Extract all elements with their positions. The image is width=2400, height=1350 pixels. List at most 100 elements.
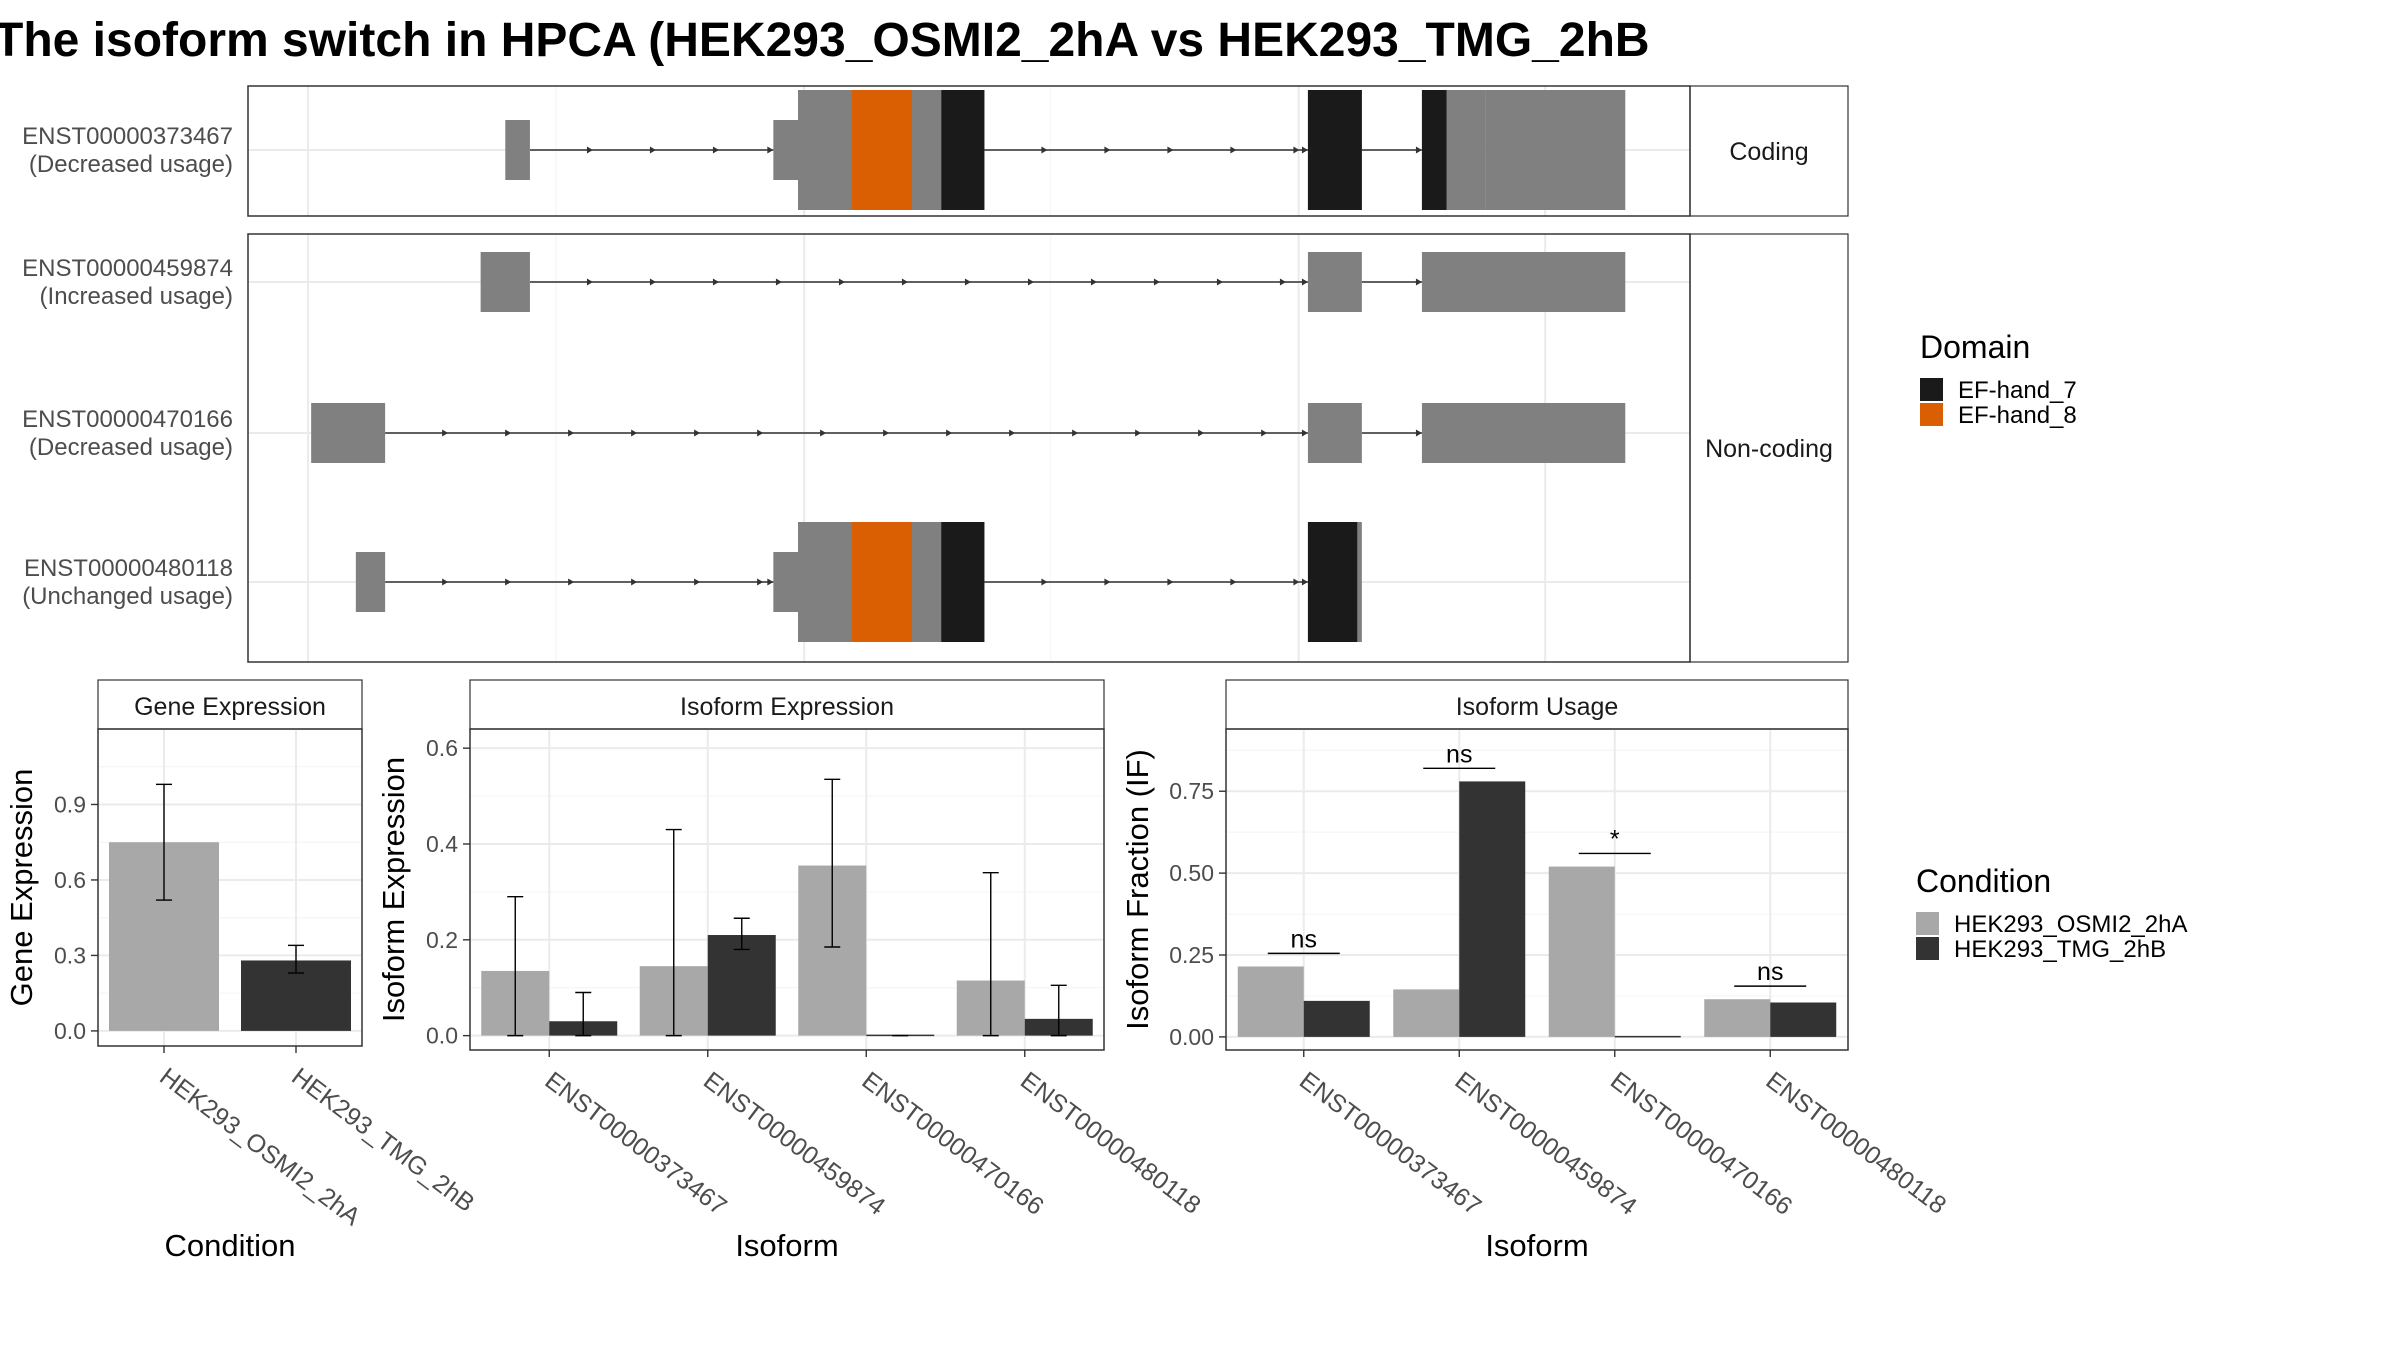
exon-block <box>480 252 530 312</box>
significance-label: ns <box>1446 740 1472 768</box>
chart-strip-title: Isoform Usage <box>1456 693 1619 721</box>
bar-charts: Gene Expression0.00.30.60.9HEK293_OSMI2_… <box>4 679 1951 1263</box>
intron-arrow <box>775 278 782 286</box>
intron-arrow <box>1009 429 1016 437</box>
intron-arrow <box>649 278 656 286</box>
intron-arrow <box>1415 278 1422 286</box>
chart-strip-title: Gene Expression <box>134 693 326 721</box>
transcript-usage-label: (Decreased usage) <box>29 434 233 461</box>
intron-arrow <box>757 578 764 586</box>
bar-cond-a <box>1704 999 1771 1037</box>
transcript-id-label: ENST00000459874 <box>22 255 233 282</box>
panel-border <box>247 85 1691 217</box>
figure-title: The isoform switch in HPCA (HEK293_OSMI2… <box>0 14 1650 67</box>
intron-arrow <box>901 278 908 286</box>
legend-domain-swatch <box>1920 378 1943 401</box>
intron-arrow <box>1153 278 1160 286</box>
intron-arrow <box>767 578 774 586</box>
significance-label: * <box>1610 825 1620 853</box>
exon-block <box>505 120 530 180</box>
intron-arrow <box>1167 146 1174 154</box>
chart-panel-border <box>97 728 363 1047</box>
intron-arrow <box>1216 278 1223 286</box>
intron-arrow <box>586 278 593 286</box>
strip-label-noncoding: Non-coding <box>1705 435 1833 463</box>
exon-block <box>1446 90 1486 210</box>
bar-cond-b <box>707 935 776 1036</box>
transcript-structure-panel: CodingNon-codingENST00000373467(Decrease… <box>22 85 1849 663</box>
y-tick-label: 0.4 <box>426 831 458 857</box>
legend-condition-title: Condition <box>1916 863 2051 899</box>
intron-arrow <box>1261 429 1268 437</box>
intron-arrow <box>1230 146 1237 154</box>
y-axis-title: Gene Expression <box>4 769 39 1007</box>
legend-domain-swatch <box>1920 403 1943 426</box>
intron-arrow <box>757 429 764 437</box>
intron-arrow <box>1041 146 1048 154</box>
chart-strip-box <box>469 679 1105 730</box>
intron-arrow <box>505 578 512 586</box>
bar-cond-b <box>1303 1000 1370 1037</box>
intron-arrow <box>442 578 449 586</box>
legend-condition-label: HEK293_TMG_2hB <box>1954 936 2166 963</box>
bar-cond-a <box>1393 989 1460 1037</box>
y-tick-label: 0.6 <box>54 867 86 893</box>
significance-label: ns <box>1291 925 1317 953</box>
intron-arrow <box>1104 578 1111 586</box>
domain-block-ef_hand_8 <box>851 90 912 210</box>
exon-block <box>1307 403 1362 463</box>
intron-arrow <box>631 429 638 437</box>
strip-box <box>1689 85 1849 217</box>
utr-block <box>773 120 798 180</box>
y-tick-label: 0.0 <box>54 1018 86 1044</box>
intron-arrow <box>1293 578 1300 586</box>
y-axis-title: Isoform Fraction (IF) <box>1120 749 1155 1030</box>
strip-label-coding: Coding <box>1729 138 1808 166</box>
intron-arrow <box>1198 429 1205 437</box>
intron-arrow <box>1279 278 1286 286</box>
intron-arrow <box>694 578 701 586</box>
intron-arrow <box>1415 146 1422 154</box>
bar-cond-a <box>1548 866 1615 1037</box>
intron-arrow <box>1167 578 1174 586</box>
bar-cond-a <box>1237 966 1304 1037</box>
significance-label: ns <box>1757 958 1783 986</box>
intron-arrow <box>1415 429 1422 437</box>
intron-arrow <box>586 146 593 154</box>
x-axis-title: Condition <box>165 1228 296 1263</box>
panel-border <box>247 233 1691 663</box>
intron-arrow <box>631 578 638 586</box>
exon-block <box>311 403 386 463</box>
y-tick-label: 0.0 <box>426 1023 458 1049</box>
exon-block <box>1421 252 1626 312</box>
intron-arrow <box>1301 278 1308 286</box>
intron-arrow <box>838 278 845 286</box>
transcript-id-label: ENST00000373467 <box>22 123 233 150</box>
legend-domain-label: EF-hand_8 <box>1958 402 2077 429</box>
intron-arrow <box>1104 146 1111 154</box>
transcript-id-label: ENST00000480118 <box>24 555 233 582</box>
chart-2: Isoform Expression0.00.20.40.6ENST000003… <box>376 679 1206 1263</box>
domain-block-ef_hand_7 <box>1307 90 1362 210</box>
domain-block-ef_hand_8 <box>851 522 912 642</box>
x-axis-title: Isoform <box>1485 1228 1588 1263</box>
y-tick-label: 0.25 <box>1169 942 1214 968</box>
intron-arrow <box>1090 278 1097 286</box>
intron-arrow <box>767 146 774 154</box>
exon-block <box>1485 90 1626 210</box>
y-tick-label: 0.2 <box>426 927 458 953</box>
transcript-row: ENST00000373467(Decreased usage) <box>22 90 1626 210</box>
legend-condition-swatch <box>1916 937 1939 960</box>
exon-block <box>1307 252 1362 312</box>
y-tick-label: 0.6 <box>426 735 458 761</box>
intron-arrow <box>505 429 512 437</box>
intron-arrow <box>568 578 575 586</box>
intron-arrow <box>1301 146 1308 154</box>
domain-block-ef_hand_7 <box>941 522 985 642</box>
intron-arrow <box>820 429 827 437</box>
exon-block <box>355 552 386 612</box>
intron-arrow <box>946 429 953 437</box>
y-tick-label: 0.3 <box>54 942 86 968</box>
legend-domain-title: Domain <box>1920 329 2030 365</box>
